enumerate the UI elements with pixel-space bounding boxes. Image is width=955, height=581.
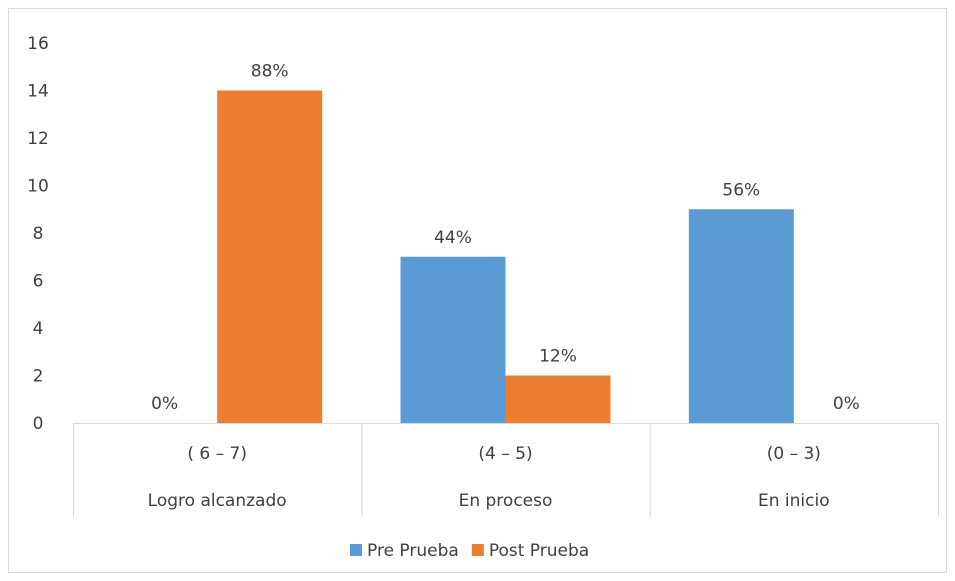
y-tick-label: 0	[33, 414, 44, 434]
data-label: 0%	[151, 394, 178, 414]
category-name-label: En inicio	[758, 491, 830, 511]
category-name-label: En proceso	[459, 491, 553, 511]
y-tick-label: 16	[27, 34, 49, 54]
data-label: 12%	[539, 347, 577, 367]
x-axis: ( 6 – 7) Logro alcanzado (4 – 5) En proceso…	[73, 423, 939, 517]
category-range-label: ( 6 – 7)	[187, 444, 247, 464]
bar	[400, 256, 506, 423]
y-tick-label: 4	[33, 319, 44, 339]
category-range-label: (4 – 5)	[478, 444, 532, 464]
legend-label: Pre Prueba	[367, 541, 459, 561]
y-tick-label: 12	[27, 129, 49, 149]
y-tick-label: 8	[33, 224, 44, 244]
chart-frame: 0 2 4 6 8 10 12 14 16 0% 88% 44% 12% 56% 0% ( 6 – 7) L…	[8, 8, 947, 573]
bars	[217, 90, 794, 423]
data-label: 88%	[251, 62, 289, 82]
legend: Pre Prueba Post Prueba	[350, 541, 589, 561]
legend-swatch	[350, 544, 362, 556]
data-labels: 0% 88% 44% 12% 56% 0%	[151, 62, 860, 415]
bar	[688, 209, 794, 423]
bar	[505, 375, 611, 423]
y-tick-label: 6	[33, 272, 44, 292]
y-tick-label: 14	[27, 82, 49, 102]
data-label: 56%	[722, 180, 760, 200]
data-label: 0%	[833, 394, 860, 414]
category-name-label: Logro alcanzado	[148, 491, 287, 511]
legend-swatch	[471, 544, 484, 556]
bar-chart: 0 2 4 6 8 10 12 14 16 0% 88% 44% 12% 56% 0% ( 6 – 7) L…	[27, 34, 939, 561]
bar	[217, 90, 323, 423]
data-label: 44%	[434, 228, 472, 248]
y-axis: 0 2 4 6 8 10 12 14 16	[27, 34, 49, 434]
y-tick-label: 10	[27, 177, 49, 197]
legend-label: Post Prueba	[489, 541, 589, 561]
category-range-label: (0 – 3)	[767, 444, 821, 464]
y-tick-label: 2	[33, 367, 44, 387]
